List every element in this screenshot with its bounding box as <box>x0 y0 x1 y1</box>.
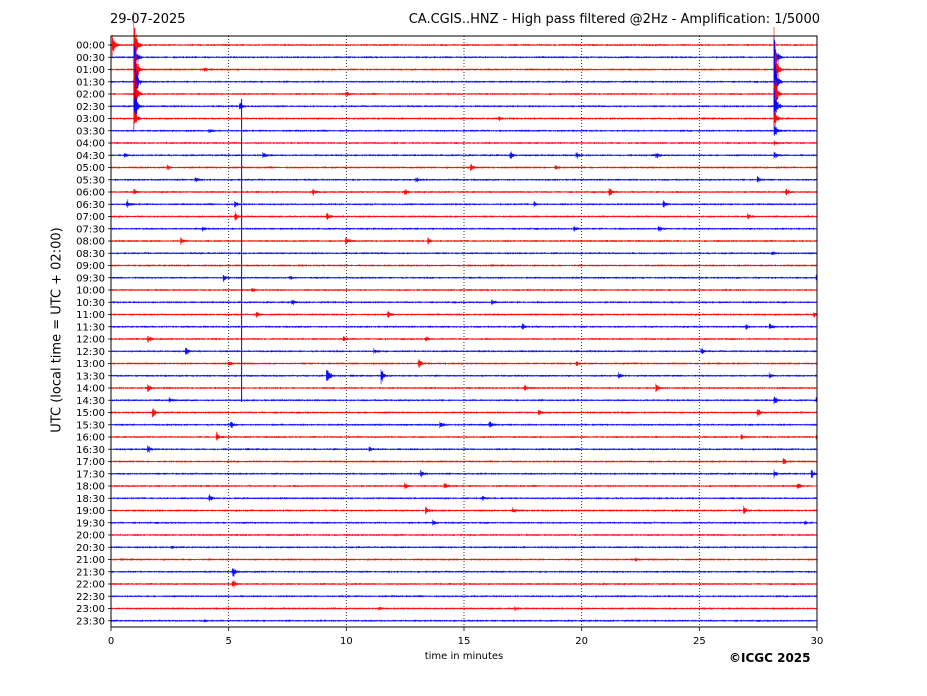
trace-1500 <box>110 408 817 418</box>
x-tick-label: 5 <box>225 636 231 647</box>
y-tick-label: 05:00 <box>76 163 105 174</box>
trace-1730 <box>110 469 817 479</box>
trace-1330 <box>110 369 817 385</box>
y-tick-label: 15:00 <box>76 408 105 419</box>
y-tick-label: 20:00 <box>76 531 105 542</box>
trace-2130 <box>110 568 817 577</box>
trace-1530 <box>110 421 817 429</box>
y-tick-label: 22:30 <box>76 592 105 603</box>
y-tick-label: 09:30 <box>76 273 105 284</box>
y-tick-label: 18:00 <box>76 482 105 493</box>
x-tick-label: 30 <box>811 636 824 647</box>
y-tick-label: 07:30 <box>76 224 105 235</box>
x-axis-label: time in minutes <box>424 651 504 662</box>
y-tick-label: 14:30 <box>76 396 105 407</box>
y-tick-label: 03:30 <box>76 126 105 137</box>
trace-1930 <box>110 519 817 526</box>
trace-1630 <box>110 445 817 453</box>
trace-0500 <box>110 163 817 172</box>
y-tick-label: 06:00 <box>76 188 105 199</box>
trace-0300 <box>110 109 817 129</box>
y-tick-label: 17:00 <box>76 457 105 468</box>
y-tick-label: 01:30 <box>76 77 105 88</box>
y-tick-label: 18:30 <box>76 494 105 505</box>
y-tick-label: 21:30 <box>76 567 105 578</box>
y-tick-label: 21:00 <box>76 555 105 566</box>
y-tick-label: 19:00 <box>76 506 105 517</box>
y-tick-label: 00:30 <box>76 53 105 64</box>
y-tick-label: 06:30 <box>76 200 105 211</box>
y-tick-label: 00:00 <box>76 41 105 52</box>
y-tick-label: 10:00 <box>76 286 105 297</box>
y-tick-label: 15:30 <box>76 420 105 431</box>
y-tick-label: 23:30 <box>76 616 105 627</box>
y-tick-label: 08:30 <box>76 249 105 260</box>
trace-0430 <box>110 151 817 159</box>
x-tick-label: 25 <box>693 636 706 647</box>
trace-2200 <box>110 579 817 589</box>
trace-0330 <box>110 125 817 136</box>
y-tick-label: 20:30 <box>76 543 105 554</box>
x-tick-label: 15 <box>458 636 471 647</box>
y-tick-label: 02:30 <box>76 102 105 113</box>
y-tick-label: 08:00 <box>76 237 105 248</box>
trace-0630 <box>110 199 817 208</box>
y-tick-label: 13:00 <box>76 359 105 370</box>
chart-date: 29-07-2025 <box>110 12 186 27</box>
x-tick-label: 0 <box>108 636 114 647</box>
y-tick-label: 11:30 <box>76 322 105 333</box>
y-tick-label: 02:00 <box>76 90 105 101</box>
y-tick-label: 04:00 <box>76 139 105 150</box>
y-tick-label: 13:30 <box>76 371 105 382</box>
y-tick-label: 16:30 <box>76 445 105 456</box>
y-tick-label: 23:00 <box>76 604 105 615</box>
y-tick-label: 19:30 <box>76 518 105 529</box>
y-tick-label: 10:30 <box>76 298 105 309</box>
trace-1100 <box>110 310 817 319</box>
plot-frame <box>110 35 818 628</box>
trace-1430 <box>110 396 817 405</box>
y-tick-label: 11:00 <box>76 310 105 321</box>
x-tick-label: 20 <box>575 636 588 647</box>
y-tick-label: 01:00 <box>76 65 105 76</box>
copyright-notice: ©ICGC 2025 <box>729 651 811 665</box>
y-tick-label: 04:30 <box>76 151 105 162</box>
y-tick-label: 12:00 <box>76 335 105 346</box>
y-tick-label: 17:30 <box>76 469 105 480</box>
y-tick-label: 03:00 <box>76 114 105 125</box>
x-tick-label: 10 <box>340 636 353 647</box>
trace-0930 <box>110 274 817 283</box>
y-tick-label: 22:00 <box>76 580 105 591</box>
y-tick-label: 16:00 <box>76 433 105 444</box>
y-tick-label: 12:30 <box>76 347 105 358</box>
y-tick-label: 09:00 <box>76 261 105 272</box>
trace-0730 <box>110 225 817 232</box>
y-tick-label: 14:00 <box>76 384 105 395</box>
y-tick-label: 05:30 <box>76 175 105 186</box>
y-tick-label: 07:00 <box>76 212 105 223</box>
chart-title: CA.CGIS..HNZ - High pass filtered @2Hz -… <box>408 12 820 27</box>
